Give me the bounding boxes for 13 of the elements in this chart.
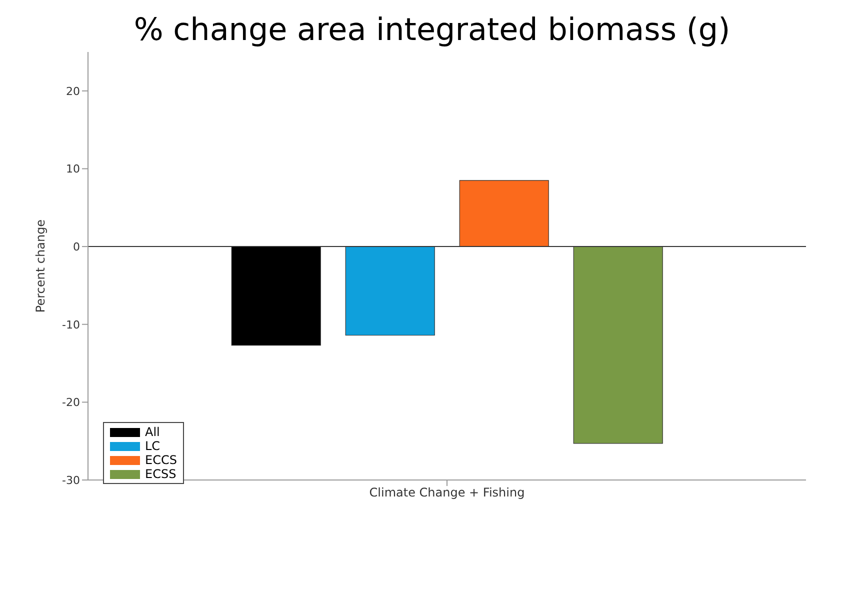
y-tick-label: 0 [73,240,80,254]
legend-label: ECCS [145,453,177,467]
y-tick-label: -10 [62,318,80,332]
chart-title: % change area integrated biomass (g) [132,11,732,50]
y-tick-label: -20 [62,396,80,410]
y-tick-label: 20 [66,84,80,98]
legend-label: LC [145,439,160,453]
x-tick-label: Climate Change + Fishing [369,486,525,500]
legend-label: ECSS [145,467,176,481]
y-axis-title: Percent change [33,219,48,313]
y-tick-label: 10 [66,162,80,176]
legend-label: All [145,425,160,439]
y-tick-label: -30 [62,474,80,487]
